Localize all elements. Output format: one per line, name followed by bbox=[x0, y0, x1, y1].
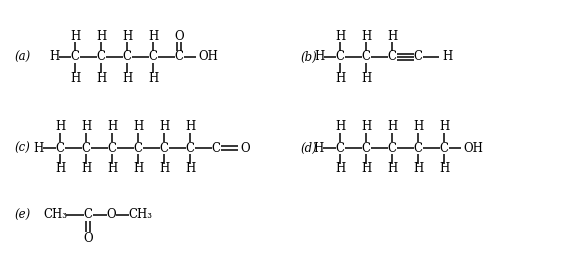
Text: H: H bbox=[361, 71, 371, 85]
Text: H: H bbox=[314, 50, 324, 63]
Text: C: C bbox=[362, 142, 371, 154]
Text: H: H bbox=[133, 121, 143, 133]
Text: H: H bbox=[361, 162, 371, 176]
Text: H: H bbox=[159, 162, 169, 176]
Text: H: H bbox=[361, 30, 371, 42]
Text: H: H bbox=[55, 121, 65, 133]
Text: C: C bbox=[108, 142, 117, 154]
Text: O: O bbox=[174, 30, 184, 42]
Text: (a): (a) bbox=[14, 50, 30, 63]
Text: H: H bbox=[107, 162, 117, 176]
Text: H: H bbox=[185, 162, 195, 176]
Text: H: H bbox=[387, 162, 397, 176]
Text: C: C bbox=[414, 142, 422, 154]
Text: OH: OH bbox=[198, 50, 218, 63]
Text: H: H bbox=[439, 162, 449, 176]
Text: C: C bbox=[134, 142, 143, 154]
Text: H: H bbox=[107, 121, 117, 133]
Text: H: H bbox=[413, 162, 423, 176]
Text: H: H bbox=[148, 71, 158, 85]
Text: H: H bbox=[361, 121, 371, 133]
Text: H: H bbox=[439, 121, 449, 133]
Text: O: O bbox=[240, 142, 250, 154]
Text: OH: OH bbox=[463, 142, 483, 154]
Text: H: H bbox=[335, 30, 345, 42]
Text: H: H bbox=[122, 30, 132, 42]
Text: H: H bbox=[159, 121, 169, 133]
Text: H: H bbox=[335, 121, 345, 133]
Text: H: H bbox=[387, 30, 397, 42]
Text: (b): (b) bbox=[300, 50, 317, 63]
Text: H: H bbox=[185, 121, 195, 133]
Text: H: H bbox=[33, 142, 43, 154]
Text: H: H bbox=[96, 71, 106, 85]
Text: C: C bbox=[71, 50, 79, 63]
Text: C: C bbox=[362, 50, 371, 63]
Text: O: O bbox=[106, 208, 116, 222]
Text: CH₃: CH₃ bbox=[43, 208, 67, 222]
Text: C: C bbox=[440, 142, 448, 154]
Text: H: H bbox=[413, 121, 423, 133]
Text: H: H bbox=[96, 30, 106, 42]
Text: H: H bbox=[148, 30, 158, 42]
Text: CH₃: CH₃ bbox=[128, 208, 152, 222]
Text: C: C bbox=[336, 142, 345, 154]
Text: C: C bbox=[174, 50, 183, 63]
Text: C: C bbox=[96, 50, 105, 63]
Text: C: C bbox=[122, 50, 131, 63]
Text: C: C bbox=[160, 142, 169, 154]
Text: C: C bbox=[414, 50, 422, 63]
Text: H: H bbox=[55, 162, 65, 176]
Text: H: H bbox=[70, 71, 80, 85]
Text: C: C bbox=[84, 208, 92, 222]
Text: H: H bbox=[81, 162, 91, 176]
Text: C: C bbox=[82, 142, 91, 154]
Text: H: H bbox=[442, 50, 452, 63]
Text: (e): (e) bbox=[14, 208, 30, 222]
Text: H: H bbox=[49, 50, 59, 63]
Text: O: O bbox=[83, 232, 93, 244]
Text: C: C bbox=[148, 50, 157, 63]
Text: C: C bbox=[388, 142, 397, 154]
Text: C: C bbox=[186, 142, 195, 154]
Text: H: H bbox=[387, 121, 397, 133]
Text: H: H bbox=[335, 162, 345, 176]
Text: C: C bbox=[336, 50, 345, 63]
Text: H: H bbox=[313, 142, 323, 154]
Text: C: C bbox=[55, 142, 65, 154]
Text: (c): (c) bbox=[14, 142, 30, 154]
Text: H: H bbox=[81, 121, 91, 133]
Text: H: H bbox=[133, 162, 143, 176]
Text: C: C bbox=[212, 142, 221, 154]
Text: H: H bbox=[70, 30, 80, 42]
Text: H: H bbox=[335, 71, 345, 85]
Text: (d): (d) bbox=[300, 142, 317, 154]
Text: C: C bbox=[388, 50, 397, 63]
Text: H: H bbox=[122, 71, 132, 85]
